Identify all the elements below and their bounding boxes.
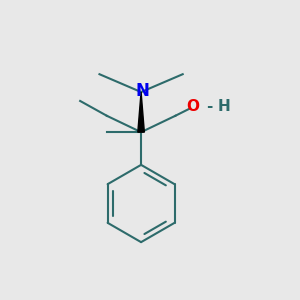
Text: O: O bbox=[187, 99, 200, 114]
Text: -: - bbox=[206, 99, 213, 114]
Polygon shape bbox=[138, 92, 144, 132]
Text: N: N bbox=[136, 82, 149, 100]
Text: H: H bbox=[218, 99, 231, 114]
